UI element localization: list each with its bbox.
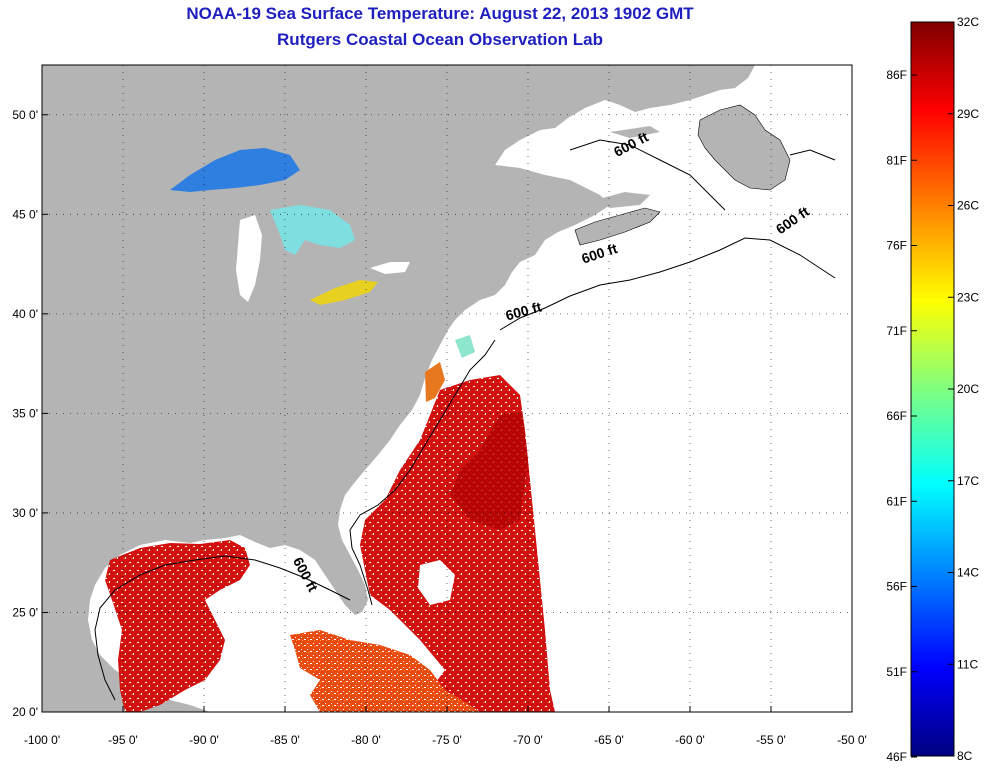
lake-ontario — [370, 262, 410, 274]
contour-600ft — [499, 237, 836, 331]
colorbar-fahrenheit-label: 86F — [886, 68, 907, 82]
land-anticosti — [610, 126, 660, 138]
land-nova-scotia — [574, 207, 661, 246]
lon-tick-label: -75 0' — [432, 733, 462, 747]
colorbar-fahrenheit-label: 76F — [886, 239, 907, 253]
lon-tick-label: -50 0' — [837, 733, 867, 747]
land-newfoundland — [697, 104, 791, 191]
colorbar-fahrenheit-label: 71F — [886, 324, 907, 338]
sst-coastal-north — [455, 335, 475, 358]
lake-michigan — [236, 215, 262, 302]
lon-tick-label: -80 0' — [351, 733, 381, 747]
colorbar-celsius-label: 20C — [957, 382, 979, 396]
lat-tick-label: 40 0' — [12, 307, 38, 321]
colorbar — [910, 21, 955, 757]
lat-tick-label: 50 0' — [12, 108, 38, 122]
lon-tick-label: -70 0' — [513, 733, 543, 747]
map-title: NOAA-19 Sea Surface Temperature: August … — [186, 4, 694, 23]
land-pei — [595, 192, 650, 208]
colorbar-fahrenheit-label: 61F — [886, 494, 907, 508]
lat-tick-label: 30 0' — [12, 506, 38, 520]
lon-tick-label: -90 0' — [189, 733, 219, 747]
colorbar-fahrenheit-label: 56F — [886, 580, 907, 594]
sst-caribbean — [290, 630, 480, 712]
colorbar-fahrenheit-label: 51F — [886, 665, 907, 679]
lat-tick-label: 25 0' — [12, 605, 38, 619]
land-north-america — [42, 65, 755, 712]
lat-tick-label: 20 0' — [12, 705, 38, 719]
lake-erie — [310, 280, 378, 305]
lat-tick-label: 35 0' — [12, 406, 38, 420]
colorbar-celsius-label: 11C — [957, 657, 978, 671]
colorbar-celsius-label: 14C — [957, 566, 979, 580]
contour-600ft-gulf — [94, 555, 351, 701]
sst-gulf — [105, 540, 250, 712]
map-grid — [42, 65, 852, 712]
lake-huron — [270, 205, 355, 255]
lon-tick-label: -100 0' — [24, 733, 60, 747]
colorbar-celsius-label: 17C — [957, 474, 979, 488]
colorbar-celsius-label: 29C — [957, 107, 979, 121]
lon-tick-label: -95 0' — [108, 733, 138, 747]
lon-tick-label: -60 0' — [675, 733, 705, 747]
contour-600ft-gulf-st-lawrence — [569, 139, 726, 211]
lon-tick-label: -65 0' — [594, 733, 624, 747]
lon-tick-label: -85 0' — [270, 733, 300, 747]
map-subtitle: Rutgers Coastal Ocean Observation Lab — [277, 30, 603, 49]
latitude-axis: 50 0' 45 0' 40 0' 35 0' 30 0' 25 0' 20 0' — [12, 108, 48, 719]
colorbar-celsius-label: 32C — [957, 15, 979, 29]
colorbar-celsius-label: 8C — [957, 749, 973, 763]
contour-600ft-east-coast — [349, 339, 496, 606]
lake-superior — [170, 148, 300, 192]
colorbar-celsius-label: 23C — [957, 290, 979, 304]
colorbar-fahrenheit-label: 46F — [886, 750, 907, 764]
contour-600ft-northeast — [789, 149, 836, 161]
longitude-axis: -100 0' -95 0' -90 0' -85 0' -80 0' -75 0' -70… — [24, 706, 867, 747]
colorbar-fahrenheit-label: 81F — [886, 153, 907, 167]
sst-gulf-stream-white — [418, 560, 455, 605]
colorbar-labels: 32C 29C 26C 23C 20C 17C 14C 11C 8C 86F 81F 76F 71F 66… — [886, 15, 979, 764]
sst-sargasso-hot — [450, 412, 528, 530]
lat-tick-label: 45 0' — [12, 207, 38, 221]
colorbar-fahrenheit-label: 66F — [886, 409, 907, 423]
colorbar-celsius-label: 26C — [957, 199, 979, 213]
sst-coastal-mid-atlantic — [425, 362, 445, 402]
lon-tick-label: -55 0' — [756, 733, 786, 747]
